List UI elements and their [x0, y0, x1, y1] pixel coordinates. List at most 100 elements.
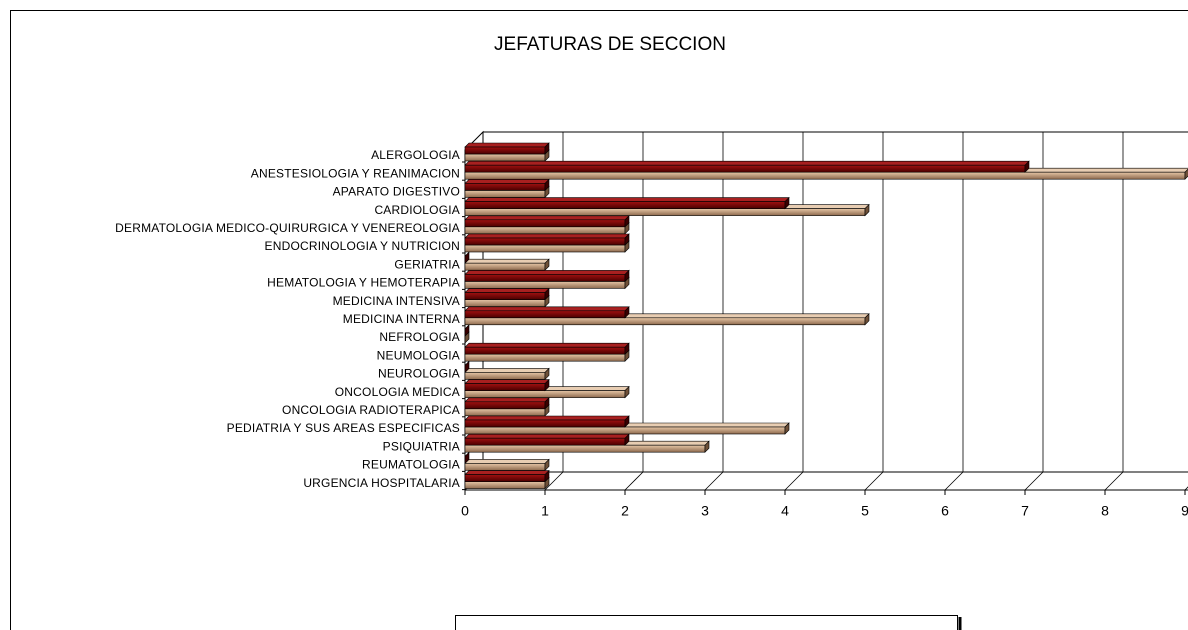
bar-front	[464, 299, 546, 307]
floor-line	[624, 471, 644, 491]
bar-front	[464, 244, 626, 253]
bar-end	[544, 178, 550, 192]
bar-end	[1024, 160, 1030, 173]
bar-top	[464, 433, 630, 439]
y-tick-label: NEUROLOGIA	[378, 367, 460, 381]
bar	[464, 215, 630, 228]
bar-front	[464, 164, 1026, 173]
bar-end	[544, 458, 550, 472]
x-tick-label: 0	[461, 503, 469, 519]
bar-front	[464, 390, 626, 398]
x-tick-label: 2	[621, 503, 629, 519]
bar-end	[464, 451, 470, 465]
y-tick-label: ENDOCRINOLOGIA Y NUTRICION	[265, 239, 460, 253]
bar-end	[544, 378, 550, 392]
chart-title: JEFATURAS DE SECCION	[494, 34, 726, 55]
bar-front	[464, 372, 546, 380]
bar	[464, 342, 630, 355]
bar-end	[464, 324, 470, 337]
floor-line	[864, 471, 884, 491]
x-tick-label: 6	[941, 503, 949, 519]
y-tick-label: DERMATOLOGIA MEDICO-QUIRURGICA Y VENEREO…	[115, 221, 460, 235]
bar	[464, 178, 550, 192]
y-tick-label: REUMATOLOGIA	[362, 458, 460, 472]
y-tick-label: URGENCIA HOSPITALARIA	[303, 476, 460, 490]
bar	[464, 142, 550, 155]
bar-top	[464, 342, 630, 348]
floor-line	[544, 471, 564, 491]
y-tick-label: CARDIOLOGIA	[374, 203, 460, 217]
bar-front	[464, 444, 706, 453]
y-tick-label: NEUMOLOGIA	[377, 348, 460, 362]
bar	[464, 360, 470, 374]
bar-front	[464, 474, 546, 482]
bar-front	[464, 419, 626, 428]
bar	[464, 160, 1030, 173]
bar-end	[864, 203, 870, 217]
bar-end	[544, 367, 550, 381]
bar-top	[464, 459, 550, 464]
y-tick-label: ANESTESIOLOGIA Y REANIMACION	[251, 166, 460, 180]
bar	[464, 324, 470, 337]
bar-end	[784, 422, 790, 435]
y-tick-label: MEDICINA INTERNA	[343, 312, 460, 326]
bar-front	[464, 401, 546, 410]
legend-label: RESUELTAS	[802, 628, 885, 630]
bar-end	[464, 360, 470, 374]
bar-top	[464, 160, 1030, 166]
bar-front	[464, 437, 626, 446]
bar-end	[624, 415, 630, 428]
bar-front	[464, 481, 546, 489]
bar-front	[464, 353, 626, 362]
floor-line	[704, 471, 724, 491]
bar-top	[464, 470, 550, 475]
bar-front	[464, 274, 626, 282]
x-tick-label: 8	[1101, 503, 1109, 519]
bar-top	[464, 233, 630, 239]
bar	[464, 251, 470, 264]
x-tick-label: 3	[701, 503, 709, 519]
bar	[464, 196, 790, 210]
y-tick-label: NEFROLOGIA	[379, 330, 460, 344]
bar-end	[864, 313, 870, 326]
bar-top	[464, 142, 550, 148]
chart-frame	[10, 10, 1188, 630]
legend-label: CONVOCADAS	[534, 628, 635, 630]
bar-top	[464, 288, 550, 293]
bar-top	[464, 368, 550, 373]
bar-top	[464, 397, 550, 403]
y-tick-label: ONCOLOGIA MEDICA	[335, 385, 460, 399]
y-tick-label: ONCOLOGIA RADIOTERAPICA	[282, 403, 460, 417]
bar	[464, 269, 630, 283]
bar-end	[544, 469, 550, 483]
x-tick-label: 4	[781, 503, 789, 519]
bar-front	[464, 190, 546, 198]
bar	[464, 415, 630, 428]
bar-front	[464, 153, 546, 162]
bar	[464, 378, 550, 392]
floor-line	[1104, 471, 1124, 491]
bar-top	[464, 179, 550, 184]
bar-front	[464, 426, 786, 435]
x-tick-label: 7	[1021, 503, 1029, 519]
bar-front	[464, 310, 626, 319]
x-tick-label: 5	[861, 503, 869, 519]
bar	[464, 287, 550, 301]
y-tick-label: MEDICINA INTENSIVA	[333, 294, 460, 308]
floor-line	[1024, 471, 1044, 491]
bar	[464, 233, 630, 246]
bar-front	[464, 226, 626, 235]
bar-front	[464, 208, 866, 216]
bar-end	[544, 142, 550, 155]
bar-front	[464, 281, 626, 289]
bar-end	[544, 287, 550, 301]
bar-front	[464, 408, 546, 417]
floor-line	[784, 471, 804, 491]
bar-end	[624, 233, 630, 246]
bar-end	[624, 269, 630, 283]
bar-end	[704, 440, 710, 453]
bar-end	[624, 433, 630, 446]
bar-front	[464, 317, 866, 326]
